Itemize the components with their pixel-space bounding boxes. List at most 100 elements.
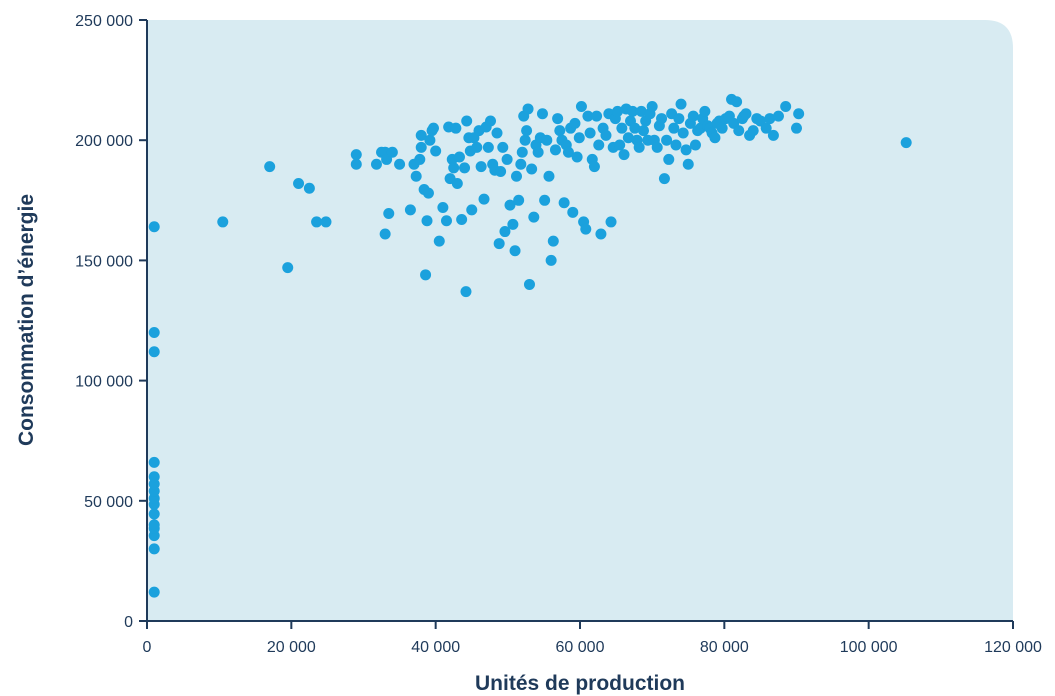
- data-point: [635, 105, 647, 117]
- data-point: [415, 141, 427, 153]
- data-point: [519, 134, 531, 146]
- x-tick-label: 20 000: [267, 639, 316, 656]
- data-point: [513, 194, 525, 206]
- y-axis-title: Consommation d’énergie: [15, 194, 38, 446]
- data-point: [633, 141, 645, 153]
- data-point: [562, 146, 574, 158]
- data-point: [497, 141, 509, 153]
- data-point: [716, 122, 728, 134]
- data-point: [793, 108, 805, 120]
- data-point: [545, 254, 557, 266]
- data-point: [541, 134, 553, 146]
- data-point: [593, 139, 605, 151]
- data-point: [450, 122, 462, 134]
- data-point: [552, 113, 564, 125]
- data-point: [415, 129, 427, 141]
- data-point: [148, 327, 160, 339]
- data-point: [453, 151, 465, 163]
- data-point: [504, 199, 516, 211]
- data-point: [618, 149, 630, 161]
- data-point: [573, 132, 585, 144]
- data-point: [614, 139, 626, 151]
- data-point: [424, 134, 436, 146]
- data-point: [740, 108, 752, 120]
- data-point: [350, 149, 362, 161]
- x-axis-ticks: 0 20 000 40 000 60 000 80 000 100 000 120 000: [143, 621, 1042, 656]
- data-point: [622, 132, 634, 144]
- data-point: [493, 238, 505, 250]
- y-tick-label: 200 000: [75, 133, 133, 150]
- data-point: [428, 122, 440, 134]
- data-point: [764, 113, 776, 125]
- data-point: [767, 129, 779, 141]
- data-point: [528, 211, 540, 223]
- data-points: [148, 93, 912, 598]
- data-point: [420, 269, 432, 281]
- data-point: [433, 235, 445, 247]
- data-point: [547, 235, 559, 247]
- data-point: [567, 206, 579, 218]
- data-point: [549, 144, 561, 156]
- data-point: [422, 187, 434, 199]
- data-point: [460, 286, 472, 298]
- data-point: [575, 101, 587, 113]
- data-point: [675, 98, 687, 110]
- data-point: [421, 215, 433, 227]
- data-point: [526, 163, 538, 175]
- data-point: [591, 110, 603, 122]
- data-point: [394, 158, 406, 170]
- data-point: [495, 165, 507, 177]
- data-point: [516, 146, 528, 158]
- y-axis-ticks: 0 50 000 100 000 150 000 200 000 250 000: [75, 13, 147, 631]
- data-point: [677, 127, 689, 139]
- data-point: [410, 170, 422, 182]
- x-tick-label: 40 000: [411, 639, 460, 656]
- data-point: [629, 122, 641, 134]
- data-point: [584, 127, 596, 139]
- data-point: [627, 105, 639, 117]
- y-tick-label: 50 000: [84, 494, 133, 511]
- data-point: [646, 101, 658, 113]
- data-point: [699, 105, 711, 117]
- data-point: [569, 117, 581, 129]
- data-point: [682, 158, 694, 170]
- data-point: [491, 127, 503, 139]
- y-tick-label: 250 000: [75, 13, 133, 30]
- data-point: [478, 193, 490, 205]
- data-point: [499, 226, 511, 238]
- data-point: [656, 113, 668, 125]
- data-point: [148, 543, 160, 555]
- data-point: [543, 170, 555, 182]
- data-point: [383, 208, 395, 220]
- data-point: [760, 122, 772, 134]
- data-point: [386, 146, 398, 158]
- data-point: [217, 216, 229, 228]
- data-point: [661, 134, 673, 146]
- data-point: [475, 161, 487, 173]
- data-point: [733, 125, 745, 137]
- data-point: [680, 144, 692, 156]
- data-point: [612, 105, 624, 117]
- data-point: [539, 194, 551, 206]
- data-point: [510, 170, 522, 182]
- data-point: [264, 161, 276, 173]
- data-point: [509, 245, 521, 257]
- data-point: [515, 158, 527, 170]
- x-tick-label: 60 000: [556, 639, 605, 656]
- x-tick-label: 120 000: [984, 639, 1042, 656]
- data-point: [148, 456, 160, 468]
- data-point: [709, 132, 721, 144]
- data-point: [554, 125, 566, 137]
- data-point: [658, 173, 670, 185]
- data-point: [588, 161, 600, 173]
- data-point: [689, 139, 701, 151]
- data-point: [148, 586, 160, 598]
- data-point: [558, 197, 570, 209]
- data-point: [379, 228, 391, 240]
- data-point: [414, 153, 426, 165]
- data-point: [461, 115, 473, 127]
- data-point: [731, 96, 743, 108]
- data-point: [507, 218, 519, 230]
- y-tick-label: 100 000: [75, 374, 133, 391]
